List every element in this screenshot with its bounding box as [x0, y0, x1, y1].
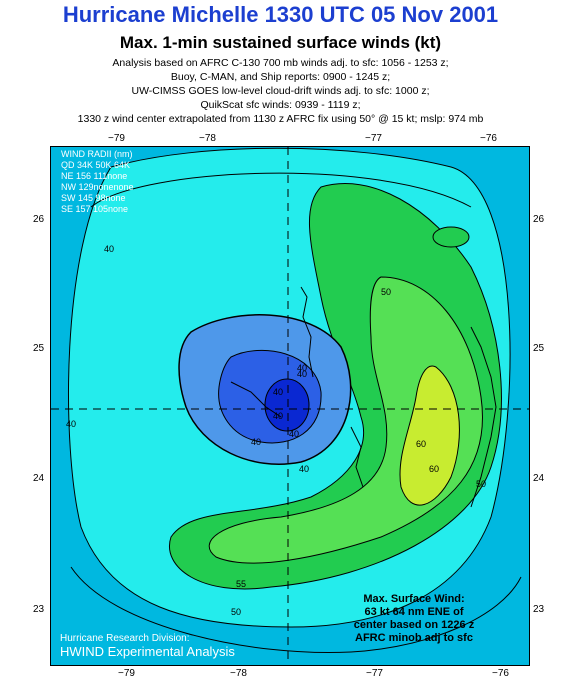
contour-label: 50: [231, 607, 241, 617]
wind-radii-row: SE 157 105none: [61, 204, 129, 214]
lat-tick-label: 24: [533, 473, 545, 484]
max-wind-annotation: Max. Surface Wind: 63 kt 64 nm ENE of ce…: [329, 593, 499, 645]
credit-block: Hurricane Research Division: HWIND Exper…: [60, 633, 235, 659]
lon-tick-label: −77: [365, 133, 382, 144]
contour-label: 40: [297, 369, 307, 379]
eye-core: [264, 378, 310, 432]
wind-radii-title: WIND RADII (nm): [61, 149, 133, 159]
lon-tick-label: −79: [118, 668, 135, 679]
lon-tick-label: −79: [108, 133, 125, 144]
contour-label: 40: [273, 387, 283, 397]
contour-label: 40: [289, 429, 299, 439]
contour-label: 40: [251, 437, 261, 447]
contour-label: 60: [416, 439, 426, 449]
map-subtitle: Max. 1-min sustained surface winds (kt): [119, 33, 442, 52]
wind-field-map: 40 50 60 40 40 50 55 50 60 40 40 40 40 4…: [50, 146, 530, 666]
lon-tick-label: −76: [492, 668, 509, 679]
contour-line: [70, 566, 522, 654]
wind-spot-50: [432, 226, 470, 248]
note-line: Buoy, C-MAN, and Ship reports: 0900 - 12…: [170, 71, 391, 83]
lat-tick-label: 25: [33, 343, 45, 354]
note-line: QuikScat sfc winds: 0939 - 1119 z;: [200, 99, 361, 111]
wind-radii-table: WIND RADII (nm) QD 34K 50K 64K NE 156 11…: [61, 149, 134, 215]
wind-contour-plot: 40 50 60 40 40 50 55 50 60 40 40 40 40 4…: [51, 147, 529, 665]
wind-radii-row: NE 156 111none: [61, 171, 128, 181]
analysis-notes: Analysis based on AFRC C-130 700 mb wind…: [0, 56, 561, 126]
contour-line: [90, 172, 472, 208]
lat-tick-label: 26: [33, 214, 45, 225]
max-wind-line: center based on 1226 z: [353, 619, 475, 631]
note-line: Analysis based on AFRC C-130 700 mb wind…: [112, 57, 449, 69]
lat-tick-label: 26: [533, 214, 545, 225]
lon-tick-label: −76: [480, 133, 497, 144]
note-line: UW-CIMSS GOES low-level cloud-drift wind…: [131, 85, 430, 97]
lat-tick-label: 25: [533, 343, 545, 354]
contour-label: 60: [429, 464, 439, 474]
lon-tick-label: −77: [366, 668, 383, 679]
credit-line: Hurricane Research Division:: [60, 633, 190, 644]
wind-radii-header: QD 34K 50K 64K: [61, 160, 131, 170]
lon-tick-label: −78: [230, 668, 247, 679]
max-wind-line: Max. Surface Wind:: [363, 593, 465, 605]
max-wind-line: 63 kt 64 nm ENE of: [364, 606, 464, 618]
contour-label: 40: [297, 363, 307, 373]
map-title: Hurricane Michelle 1330 UTC 05 Nov 2001: [62, 2, 499, 27]
lat-tick-label: 23: [533, 604, 545, 615]
wind-radii-row: SW 145 98none: [61, 193, 126, 203]
wind-band-60: [399, 365, 460, 506]
contour-label: 50: [476, 479, 486, 489]
contour-label: 40: [104, 244, 114, 254]
lat-tick-label: 23: [33, 604, 45, 615]
contour-label: 55: [236, 579, 246, 589]
contour-label: 50: [381, 287, 391, 297]
contour-label: 40: [66, 419, 76, 429]
lon-tick-label: −78: [199, 133, 216, 144]
max-wind-line: AFRC minob adj to sfc: [355, 632, 473, 644]
contour-label: 40: [273, 411, 283, 421]
contour-label: 40: [299, 464, 309, 474]
lat-tick-label: 24: [33, 473, 45, 484]
wind-radii-row: NW 129nonenone: [61, 182, 134, 192]
credit-line: HWIND Experimental Analysis: [60, 644, 235, 659]
coastline: [230, 286, 497, 508]
note-line: 1330 z wind center extrapolated from 113…: [77, 113, 484, 125]
